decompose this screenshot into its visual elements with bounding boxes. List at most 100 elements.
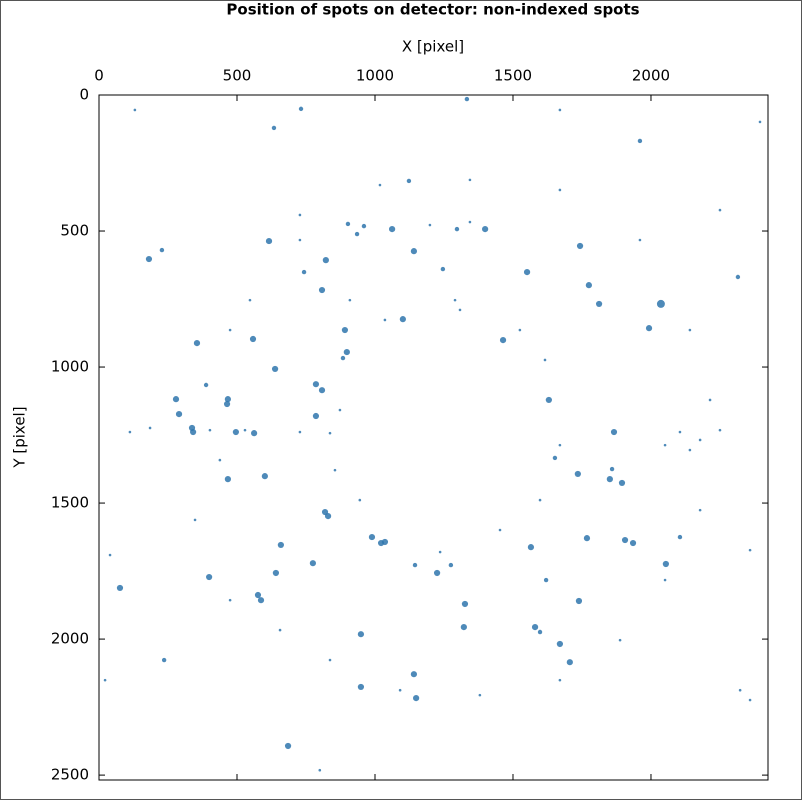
- spot: [251, 430, 258, 437]
- spot: [318, 286, 326, 294]
- spot: [583, 535, 591, 542]
- spot: [348, 298, 352, 302]
- spot: [678, 430, 682, 434]
- spot: [527, 544, 535, 551]
- spot: [148, 426, 152, 430]
- spot: [688, 448, 692, 452]
- spot: [468, 220, 472, 224]
- spot: [232, 428, 239, 436]
- spot: [345, 221, 351, 227]
- spot: [228, 598, 232, 602]
- spot: [410, 671, 418, 678]
- spot: [677, 534, 683, 540]
- spot: [381, 538, 389, 546]
- spot: [318, 768, 322, 772]
- spot: [341, 326, 349, 334]
- spot: [271, 365, 279, 373]
- spot: [298, 238, 302, 242]
- spot: [298, 106, 304, 112]
- spot: [585, 282, 592, 289]
- x-tick-label: 0: [94, 67, 104, 85]
- spot: [301, 269, 307, 275]
- spot: [324, 513, 332, 520]
- spot: [203, 382, 209, 388]
- spot: [412, 562, 418, 568]
- spot: [656, 299, 665, 308]
- spot: [322, 257, 329, 264]
- spot: [482, 226, 489, 233]
- spot: [545, 396, 552, 404]
- spot: [389, 226, 396, 233]
- spot: [454, 226, 460, 232]
- spot: [133, 108, 137, 112]
- spot: [413, 695, 420, 702]
- x-tick-label: 1500: [494, 67, 532, 85]
- spot: [333, 468, 337, 472]
- spot: [261, 473, 268, 480]
- spot: [662, 560, 669, 568]
- spot: [558, 443, 562, 447]
- spot: [128, 430, 132, 434]
- spot: [399, 316, 406, 323]
- spot: [448, 562, 454, 568]
- spot: [543, 358, 547, 362]
- spot: [243, 428, 247, 432]
- spot: [116, 584, 124, 592]
- spot: [309, 560, 316, 567]
- spot: [103, 678, 107, 682]
- spot: [223, 400, 231, 408]
- spot: [145, 255, 153, 263]
- spot: [610, 428, 618, 436]
- spot: [161, 657, 167, 663]
- y-tick-label: 0: [79, 86, 89, 104]
- spot: [440, 266, 446, 272]
- spot: [254, 591, 262, 599]
- spot: [460, 624, 467, 631]
- spot: [543, 577, 549, 583]
- spot: [558, 108, 562, 112]
- spot: [606, 476, 613, 483]
- spot: [458, 308, 462, 312]
- plot-frame: [98, 94, 769, 781]
- spot: [265, 237, 273, 245]
- spot: [718, 428, 722, 432]
- spot: [218, 458, 222, 462]
- x-axis-label: X [pixel]: [402, 38, 464, 56]
- spot: [428, 223, 432, 227]
- spot: [618, 479, 626, 487]
- spot: [172, 396, 180, 403]
- spot: [354, 231, 360, 237]
- spot: [708, 398, 712, 402]
- spot: [340, 355, 346, 361]
- spot: [175, 411, 183, 418]
- spot: [552, 455, 558, 461]
- spot: [609, 466, 615, 472]
- spot: [228, 328, 232, 332]
- spot: [406, 178, 412, 184]
- spot: [556, 640, 564, 648]
- spot: [531, 624, 539, 631]
- spot: [453, 298, 457, 302]
- x-tick-label: 500: [223, 67, 252, 85]
- spot: [433, 569, 441, 577]
- spot: [278, 628, 282, 632]
- spot: [410, 248, 418, 255]
- spot: [249, 335, 257, 343]
- spot: [748, 698, 752, 702]
- spot: [576, 242, 584, 250]
- spot: [328, 658, 332, 662]
- spot: [735, 274, 741, 280]
- spot: [629, 539, 637, 547]
- spot: [298, 213, 302, 217]
- x-tick-label: 2000: [632, 67, 670, 85]
- spot: [312, 381, 320, 388]
- spot: [224, 476, 231, 483]
- spot: [566, 659, 573, 666]
- spot: [574, 470, 581, 478]
- spot: [748, 548, 752, 552]
- spot: [271, 125, 277, 131]
- spot: [312, 412, 320, 420]
- spot: [468, 178, 472, 182]
- spot: [298, 430, 302, 434]
